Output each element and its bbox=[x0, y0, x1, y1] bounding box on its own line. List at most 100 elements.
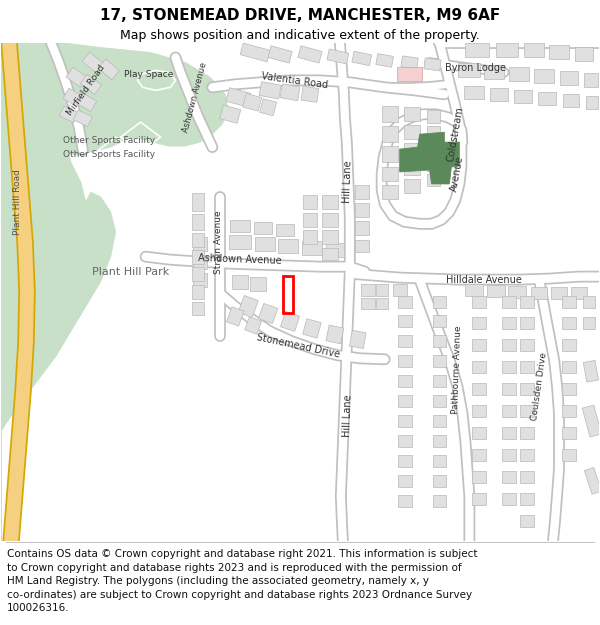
Bar bbox=[502, 296, 516, 308]
Bar bbox=[376, 54, 394, 68]
Bar bbox=[398, 475, 412, 487]
Polygon shape bbox=[400, 132, 460, 184]
Bar bbox=[245, 317, 262, 334]
Bar bbox=[472, 471, 486, 483]
Bar bbox=[322, 230, 338, 244]
Bar bbox=[361, 284, 375, 296]
Bar bbox=[361, 298, 375, 309]
Bar bbox=[427, 142, 440, 154]
Bar bbox=[260, 99, 277, 116]
Bar bbox=[472, 296, 486, 308]
Bar bbox=[496, 44, 518, 58]
Text: Coldstream: Coldstream bbox=[446, 106, 465, 162]
Polygon shape bbox=[1, 152, 86, 371]
Bar bbox=[193, 267, 205, 281]
Text: Hill Lane: Hill Lane bbox=[342, 161, 353, 203]
Bar bbox=[193, 193, 205, 211]
Bar bbox=[240, 43, 270, 62]
Bar bbox=[502, 339, 516, 351]
Polygon shape bbox=[1, 42, 69, 301]
Bar bbox=[502, 405, 516, 417]
Bar bbox=[583, 318, 595, 329]
Bar bbox=[562, 427, 576, 439]
Bar bbox=[401, 56, 418, 69]
Bar bbox=[326, 325, 344, 344]
Bar bbox=[514, 90, 532, 103]
Bar bbox=[502, 449, 516, 461]
Bar bbox=[59, 106, 79, 122]
Bar bbox=[398, 435, 412, 447]
Bar bbox=[398, 415, 412, 427]
Bar bbox=[458, 63, 481, 78]
Bar bbox=[382, 146, 398, 162]
Bar bbox=[226, 307, 244, 326]
Bar bbox=[382, 106, 398, 123]
Text: Stonemead Drive: Stonemead Drive bbox=[256, 332, 341, 360]
Bar bbox=[433, 495, 446, 507]
Bar bbox=[322, 213, 338, 227]
Text: Mirfield Road: Mirfield Road bbox=[65, 63, 107, 118]
Bar bbox=[520, 471, 534, 483]
Bar bbox=[584, 73, 598, 88]
Bar bbox=[376, 298, 388, 309]
Bar bbox=[508, 286, 526, 298]
Bar bbox=[278, 239, 298, 252]
Text: Other Sports Facility: Other Sports Facility bbox=[62, 136, 155, 144]
Bar bbox=[502, 492, 516, 505]
Text: Coulsden Drive: Coulsden Drive bbox=[530, 351, 548, 421]
Bar bbox=[322, 195, 338, 209]
Bar bbox=[398, 375, 412, 388]
Bar bbox=[534, 69, 554, 83]
Polygon shape bbox=[1, 192, 116, 431]
Bar bbox=[472, 449, 486, 461]
Bar bbox=[220, 105, 241, 123]
Bar bbox=[520, 427, 534, 439]
Bar bbox=[193, 255, 208, 269]
Bar bbox=[509, 68, 529, 81]
Bar bbox=[520, 449, 534, 461]
Bar bbox=[327, 49, 349, 64]
Bar bbox=[560, 71, 578, 86]
Bar bbox=[571, 287, 587, 299]
Bar bbox=[193, 272, 208, 287]
Bar bbox=[238, 296, 258, 318]
Text: Avenue: Avenue bbox=[449, 155, 466, 192]
Bar bbox=[302, 241, 322, 255]
Bar bbox=[562, 383, 576, 395]
Bar bbox=[398, 336, 412, 348]
Bar bbox=[268, 46, 292, 63]
Bar bbox=[424, 58, 441, 71]
Bar bbox=[230, 220, 250, 232]
Bar bbox=[586, 96, 598, 109]
Bar bbox=[464, 86, 484, 99]
Bar bbox=[404, 107, 419, 121]
Bar bbox=[502, 318, 516, 329]
Bar bbox=[232, 274, 248, 289]
Bar bbox=[382, 167, 398, 181]
Bar bbox=[66, 68, 88, 88]
Bar bbox=[427, 174, 440, 186]
Text: Map shows position and indicative extent of the property.: Map shows position and indicative extent… bbox=[120, 29, 480, 42]
Bar bbox=[303, 230, 317, 244]
Bar bbox=[259, 303, 278, 324]
Bar bbox=[472, 361, 486, 373]
Bar bbox=[520, 361, 534, 373]
Bar bbox=[433, 455, 446, 467]
Bar bbox=[242, 94, 262, 111]
Text: 17, STONEMEAD DRIVE, MANCHESTER, M9 6AF: 17, STONEMEAD DRIVE, MANCHESTER, M9 6AF bbox=[100, 8, 500, 22]
Text: Ashdown Avenue: Ashdown Avenue bbox=[182, 61, 209, 133]
Bar bbox=[538, 92, 556, 105]
Bar bbox=[472, 383, 486, 395]
Bar bbox=[229, 235, 251, 249]
Bar bbox=[502, 361, 516, 373]
Bar bbox=[551, 287, 567, 299]
Bar bbox=[392, 284, 407, 296]
Bar bbox=[520, 339, 534, 351]
Bar bbox=[433, 475, 446, 487]
Bar bbox=[193, 214, 205, 230]
Bar bbox=[398, 455, 412, 467]
Bar bbox=[283, 276, 293, 314]
Bar bbox=[352, 51, 371, 66]
Bar bbox=[355, 240, 369, 252]
Bar bbox=[582, 405, 600, 437]
